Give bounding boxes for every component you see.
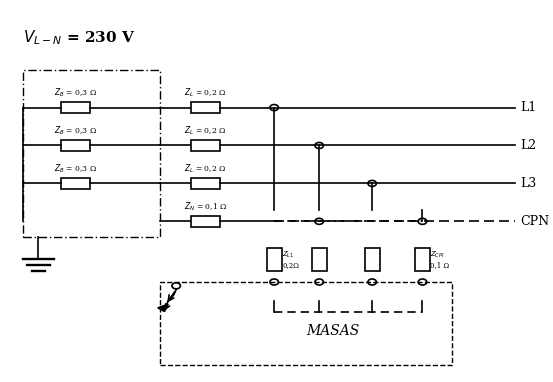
Text: $Z_B$ = 0,3 Ω: $Z_B$ = 0,3 Ω <box>54 87 97 99</box>
Text: L2: L2 <box>520 139 536 152</box>
Bar <box>191 102 220 113</box>
Text: $Z_B$ = 0,3 Ω: $Z_B$ = 0,3 Ω <box>54 163 97 175</box>
Bar <box>415 248 430 270</box>
Text: L1: L1 <box>520 101 537 114</box>
Bar <box>191 140 220 151</box>
Text: $Z_{CPI}$
0,1 Ω: $Z_{CPI}$ 0,1 Ω <box>430 249 450 269</box>
Text: L3: L3 <box>520 177 537 190</box>
Bar <box>61 102 90 113</box>
Bar <box>312 248 327 270</box>
Text: CPN: CPN <box>520 215 550 228</box>
Text: $Z_L$ = 0,2 Ω: $Z_L$ = 0,2 Ω <box>184 125 226 137</box>
Text: $V_{L-N}$ = 230 V: $V_{L-N}$ = 230 V <box>23 28 135 47</box>
Bar <box>267 248 281 270</box>
Bar <box>191 178 220 189</box>
Bar <box>365 248 379 270</box>
Bar <box>61 140 90 151</box>
Text: $Z_B$ = 0,3 Ω: $Z_B$ = 0,3 Ω <box>54 125 97 137</box>
Bar <box>191 216 220 227</box>
Text: $Z_N$ = 0,1 Ω: $Z_N$ = 0,1 Ω <box>184 201 227 213</box>
Text: $Z_L$ = 0,2 Ω: $Z_L$ = 0,2 Ω <box>184 87 226 99</box>
Text: $Z_L$ = 0,2 Ω: $Z_L$ = 0,2 Ω <box>184 163 226 175</box>
Text: MASAS: MASAS <box>306 324 359 338</box>
Text: $Z_{L1}$
0,2Ω: $Z_{L1}$ 0,2Ω <box>282 249 299 269</box>
Bar <box>61 178 90 189</box>
Polygon shape <box>158 304 168 312</box>
